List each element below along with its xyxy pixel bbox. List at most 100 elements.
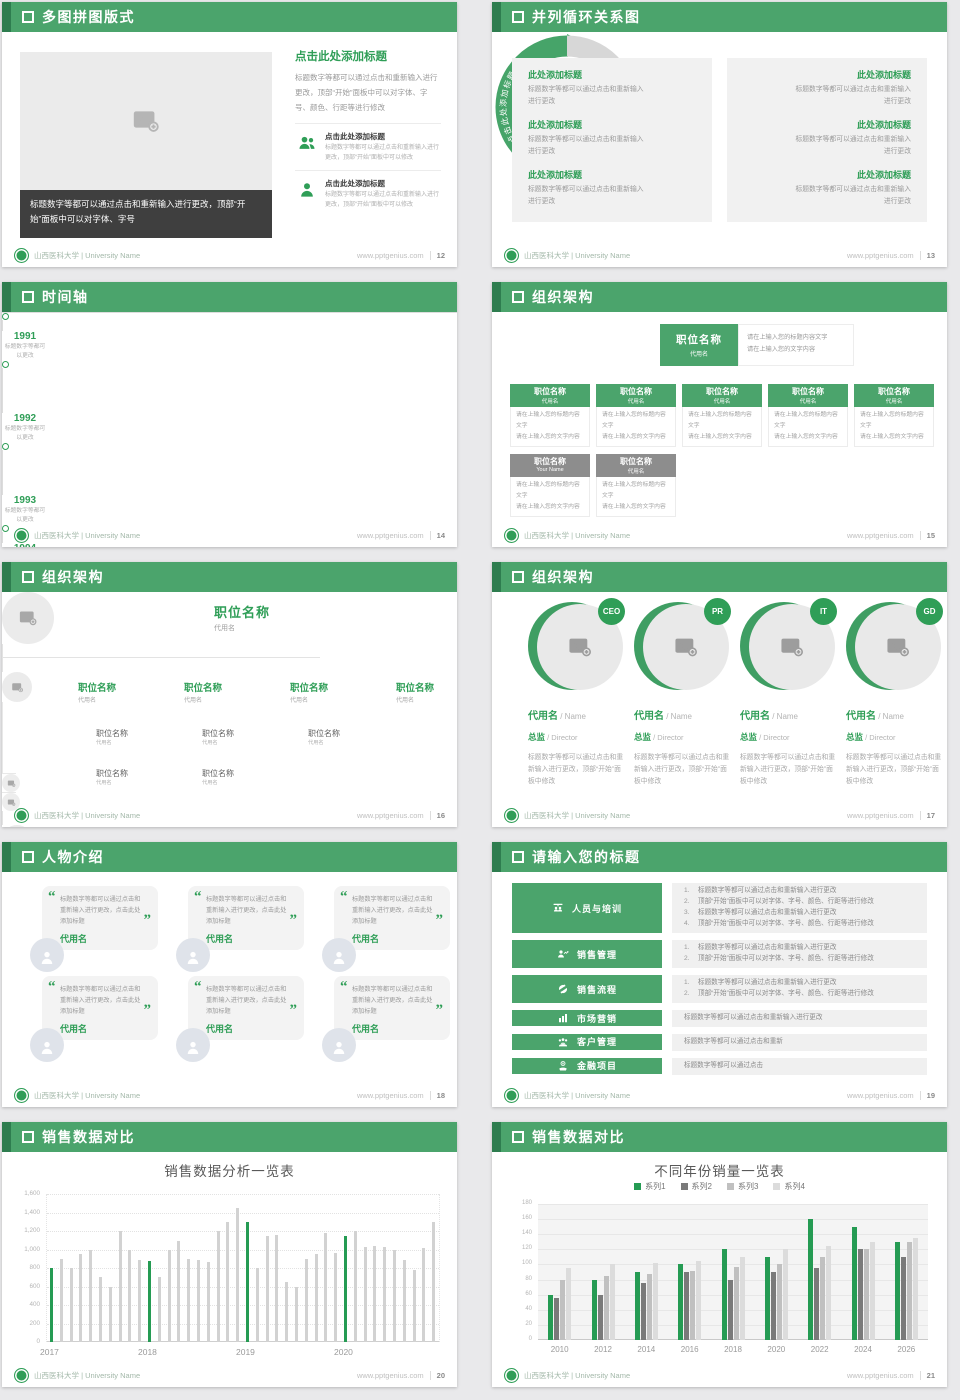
topic-label-box[interactable]: 销售管理 xyxy=(512,940,662,968)
org-sub-title: 职位名称 xyxy=(96,769,128,778)
slide-thumbnail-18[interactable]: 人物介绍 “标题数字等都可以通过点击和重新输入进行更改，点击此处添加标题” 代用名 “… xyxy=(2,842,457,1107)
bar xyxy=(646,1273,652,1340)
org-photo-circle[interactable] xyxy=(2,825,32,827)
university-logo-icon xyxy=(504,527,519,543)
topic-label-box[interactable]: 金融项目 xyxy=(512,1057,662,1074)
org-card-body: 请在上输入您的标题内容文字 请在上输入您的文字内容 xyxy=(596,407,676,447)
org-photo-circle[interactable] xyxy=(2,793,20,811)
list-item-title: 点击此处添加标题 xyxy=(325,132,385,141)
slide-header: 组织架构 xyxy=(492,562,947,592)
bar xyxy=(591,1279,597,1340)
chart-title: 销售数据分析一览表 xyxy=(164,1164,295,1179)
bar xyxy=(851,1226,857,1340)
legend-swatch xyxy=(773,1183,781,1190)
profile-photo[interactable]: GD xyxy=(846,598,943,694)
cycle-item-text: 标题数字等都可以通过点击和重新输入进行更改 xyxy=(528,186,644,205)
avatar xyxy=(176,1028,210,1062)
org-root-title: 职位名称 xyxy=(214,605,271,620)
image-placeholder[interactable] xyxy=(20,52,272,190)
topic-label-box[interactable]: 客户管理 xyxy=(512,1033,662,1050)
org-card-sub: 代用名 xyxy=(541,399,559,405)
y-axis-label: 80 xyxy=(525,1275,532,1282)
left-panel: 此处添加标题 标题数字等都可以通过点击和重新输入进行更改 此处添加标题 标题数字等都可… xyxy=(512,58,712,222)
org-child-sub: 代用名 xyxy=(184,698,203,704)
slide-thumbnail-14[interactable]: 时间轴 1991 标题数字等都可以更改 1992 标题数字等都可以更改 1993 标题数字等… xyxy=(2,282,457,547)
title-square-icon xyxy=(22,11,34,23)
university-name: 山西医科大学 | University Name xyxy=(524,1370,631,1380)
close-quote-icon: ” xyxy=(143,912,152,928)
topic-label-box[interactable]: 销售流程 xyxy=(512,975,662,1003)
org-card-line: 请在上输入您的文字内容 xyxy=(688,434,752,440)
topic-row: 客户管理 标题数字等都可以通过点击和重新 xyxy=(512,1033,927,1051)
org-sub-label: 职位名称 代用名 xyxy=(308,728,372,746)
bar xyxy=(739,1256,745,1340)
cycle-item-text: 标题数字等都可以通过点击和重新输入进行更改 xyxy=(528,136,644,155)
org-sub-label: 职位名称 代用名 xyxy=(202,768,266,786)
profile-photo[interactable]: IT xyxy=(740,598,837,694)
slide-thumbnail-16[interactable]: 组织架构 职位名称 代用名 职位名称 代用名 职位名称 代用名 职位名称 代用名 职位名称 代用名职… xyxy=(2,562,457,827)
x-axis-label: 2010 xyxy=(550,1345,569,1354)
profile-photo[interactable]: PR xyxy=(634,598,731,694)
page-number: 21 xyxy=(919,1370,935,1380)
bar xyxy=(344,1235,347,1342)
org-card: 职位名称 代用名 请在上输入您的标题内容文字 请在上输入您的文字内容 xyxy=(682,384,762,447)
legend-item: 系列4 xyxy=(773,1181,805,1192)
org-card-title: 职位名称 xyxy=(534,457,566,466)
y-axis-label: 1,200 xyxy=(24,1227,40,1234)
x-axis-label: 2018 xyxy=(724,1345,742,1354)
org-card-header: 职位名称 代用名 xyxy=(682,384,762,407)
slide-body: 销售数据分析一览表 0 200 400 600 800 1,000 1,200 1,400 1,6… xyxy=(2,1152,457,1363)
slide-footer: 山西医科大学 | University Name www.pptgenius.co… xyxy=(2,803,457,827)
slide-cell: 组织架构 职位名称 代用名 请在上输入您的标题内容文字 请在上输入您的文字内容 职位名称代… xyxy=(480,280,960,560)
cycle-item-text: 标题数字等都可以通过点击和重新输入进行更改 xyxy=(795,136,911,155)
profile-role-en: / Director xyxy=(545,733,578,742)
org-card: 职位名称 代用名 请在上输入您的标题内容文字 请在上输入您的文字内容 xyxy=(596,384,676,447)
slide-thumbnail-21[interactable]: 销售数据对比 不同年份销量一览表 系列1 系列2 系列3 系列4 0 20 40 60 80 100 1… xyxy=(492,1122,947,1387)
gridline xyxy=(538,1279,928,1281)
org-card-line: 请在上输入您的标题内容文字 xyxy=(602,482,666,499)
topic-list: 人员与培训 1. 标题数字等都可以通过点击和重新输入进行更改 2. 顶部“开始”面板中可… xyxy=(512,883,927,1082)
bar xyxy=(422,1247,426,1342)
slide-thumbnail-19[interactable]: 请输入您的标题 人员与培训 1. 标题数字等都可以通过点击和重新输入进行更改 2. 顶部“… xyxy=(492,842,947,1107)
slide-thumbnail-20[interactable]: 销售数据对比 销售数据分析一览表 0 200 400 600 800 1,000 1,200 1,… xyxy=(2,1122,457,1387)
slide-body: “标题数字等都可以通过点击和重新输入进行更改，点击此处添加标题” 代用名 “标题数字… xyxy=(2,872,457,1083)
topic-detail-panel: 标题数字等都可以通过点击 xyxy=(672,1057,927,1075)
slide-thumbnail-15[interactable]: 组织架构 职位名称 代用名 请在上输入您的标题内容文字 请在上输入您的文字内容 职位名称代… xyxy=(492,282,947,547)
org-photo-circle[interactable] xyxy=(2,774,20,792)
slide-body: 不同年份销量一览表 系列1 系列2 系列3 系列4 0 20 40 60 80 100 120 140 1… xyxy=(492,1152,947,1363)
bar xyxy=(906,1241,912,1340)
gridline xyxy=(47,1194,439,1195)
profile-role-cn: 总监 xyxy=(634,732,652,742)
bar xyxy=(285,1281,289,1342)
header-accent xyxy=(2,2,11,32)
org-card-body: 请在上输入您的标题内容文字 请在上输入您的文字内容 xyxy=(510,477,590,517)
topic-label-box[interactable]: 人员与培训 xyxy=(512,883,662,933)
profile-role-cn: 总监 xyxy=(528,732,546,742)
profile-photo[interactable]: CEO xyxy=(528,598,625,694)
org-card-line: 请在上输入您的文字内容 xyxy=(516,434,580,440)
slide-thumbnail-12[interactable]: 多图拼图版式 标题数字等都可以通过点击和重新输入进行更改，顶部“开始”面板中可以对… xyxy=(2,2,457,267)
timeline-caption: 标题数字等都可以更改 xyxy=(4,507,46,523)
title-square-icon xyxy=(22,851,34,863)
bar xyxy=(167,1249,171,1342)
line-number: 1. xyxy=(684,944,690,952)
bar xyxy=(776,1264,782,1340)
detail-line: 1. 标题数字等都可以通过点击和重新输入进行更改 xyxy=(684,886,915,897)
org-photo-circle[interactable] xyxy=(2,592,54,644)
page-number: 18 xyxy=(429,1090,445,1100)
org-card-header: 职位名称 Your Name xyxy=(510,454,590,477)
bar-chart xyxy=(46,1194,440,1342)
gridline xyxy=(538,1264,928,1266)
slide-thumbnail-13[interactable]: 并列循环关系图 此处添加标题 标题数字等都可以通过点击和重新输入进行更改 此处添加标题… xyxy=(492,2,947,267)
line-text: 标题数字等都可以通过点击和重新输入进行更改 xyxy=(698,944,837,952)
org-photo-circle[interactable] xyxy=(2,672,32,702)
y-axis-label: 180 xyxy=(521,1200,532,1206)
quote-text: 标题数字等都可以通过点击和重新输入进行更改，点击此处添加标题 xyxy=(206,896,287,926)
slide-thumbnail-17[interactable]: 组织架构 CEO 代用名 / Name 总监 / Director 标题数字等都可以通过… xyxy=(492,562,947,827)
quote-text: 标题数字等都可以通过点击和重新输入进行更改，点击此处添加标题 xyxy=(60,896,141,926)
person-icon xyxy=(330,949,348,967)
timeline-entry: 1993 标题数字等都可以更改 xyxy=(2,495,48,525)
topic-label-box[interactable]: 市场营销 xyxy=(512,1010,662,1026)
legend-label: 系列2 xyxy=(691,1182,712,1191)
